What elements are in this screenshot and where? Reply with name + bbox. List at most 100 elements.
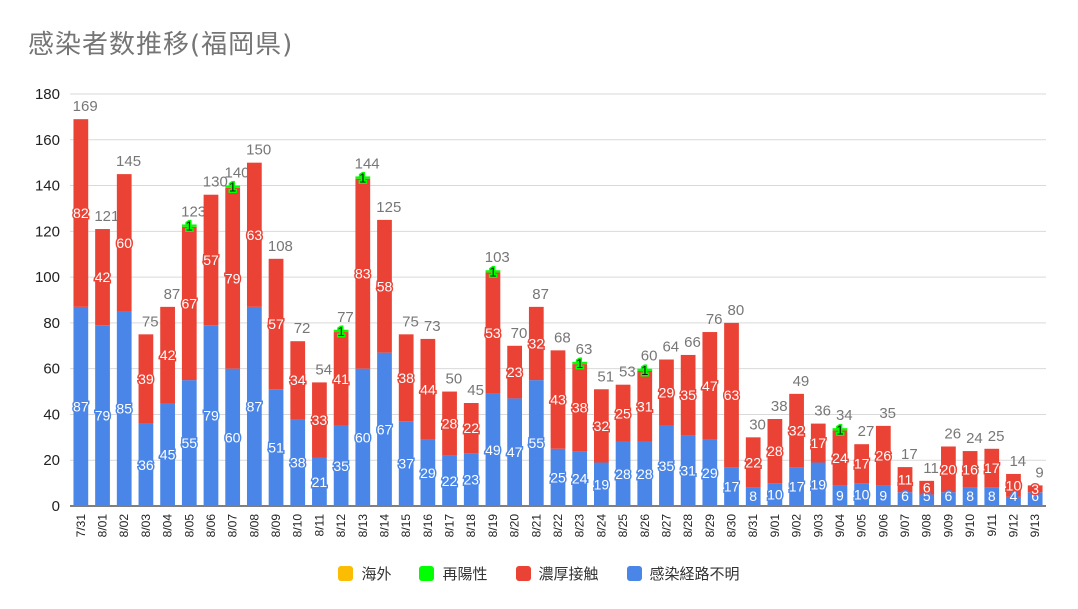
bar-unknown-route [116, 311, 132, 506]
total-label: 24 [966, 430, 983, 447]
total-label: 103 [485, 249, 510, 266]
data-label-close-contact: 39 [138, 371, 154, 387]
data-label-close-contact: 28 [767, 443, 783, 459]
data-label-close-contact: 20 [941, 461, 957, 477]
total-label: 34 [836, 407, 853, 424]
total-label: 70 [511, 325, 528, 342]
x-tick-label: 9/09 [941, 514, 955, 538]
bar-repositive [355, 176, 371, 179]
total-label: 54 [315, 361, 332, 378]
data-label-repositive: 1 [186, 219, 193, 234]
bar-close-contact [637, 370, 653, 442]
data-label-unknown-route: 31 [680, 463, 696, 479]
bar-unknown-route [680, 435, 696, 506]
x-tick-label: 8/04 [161, 514, 175, 538]
bar-close-contact [810, 423, 826, 463]
total-label: 75 [142, 313, 159, 330]
bar-close-contact [420, 338, 436, 440]
bar-unknown-route [355, 368, 371, 506]
bar-close-contact [312, 382, 327, 458]
bar-unknown-route [138, 423, 154, 506]
bar-unknown-route [594, 462, 609, 506]
bar-close-contact [95, 229, 110, 326]
data-label-unknown-route: 35 [659, 458, 675, 474]
y-tick-label: 20 [43, 452, 60, 469]
data-label-repositive: 1 [489, 264, 496, 279]
data-label-close-contact: 82 [73, 205, 89, 221]
data-label-unknown-route: 22 [442, 473, 458, 489]
data-label-close-contact: 44 [420, 381, 436, 397]
bar-unknown-route [290, 419, 306, 506]
bar-close-contact [680, 354, 696, 436]
total-label: 144 [355, 155, 380, 172]
bar-unknown-route [810, 462, 826, 506]
x-tick-label: 9/08 [920, 514, 934, 538]
bar-unknown-route [919, 494, 935, 506]
x-tick-label: 8/31 [746, 514, 760, 538]
data-label-unknown-route: 38 [290, 455, 306, 471]
bar-unknown-route [637, 441, 653, 506]
bar-close-contact [962, 451, 978, 488]
data-label-close-contact: 28 [442, 416, 458, 432]
x-tick-label: 8/11 [312, 514, 326, 537]
bar-unknown-route [442, 455, 457, 506]
x-tick-label: 8/12 [334, 514, 348, 538]
data-label-unknown-route: 5 [923, 488, 931, 504]
bar-unknown-route [377, 352, 392, 506]
data-label-unknown-route: 60 [225, 429, 241, 445]
x-tick-label: 8/17 [443, 514, 457, 538]
data-label-close-contact: 79 [225, 270, 241, 286]
data-label-unknown-route: 79 [203, 408, 219, 424]
data-label-close-contact: 26 [876, 448, 892, 464]
x-tick-label: 9/05 [855, 514, 869, 538]
data-label-close-contact: 53 [485, 325, 501, 341]
data-label-unknown-route: 6 [901, 488, 909, 504]
x-tick-label: 9/03 [811, 514, 825, 538]
bar-close-contact [290, 341, 306, 420]
total-label: 169 [73, 98, 98, 115]
chart-legend: 海外 再陽性 濃厚接触 感染経路不明 [0, 563, 1078, 584]
data-label-unknown-route: 36 [138, 457, 154, 473]
bar-close-contact [745, 437, 761, 488]
bar-unknown-route [745, 487, 761, 506]
bar-unknown-route [420, 439, 436, 506]
total-label: 63 [576, 341, 593, 358]
bar-unknown-route [225, 368, 241, 506]
data-label-unknown-route: 47 [507, 444, 523, 460]
data-label-close-contact: 17 [854, 456, 870, 472]
data-label-unknown-route: 17 [724, 479, 740, 495]
bar-unknown-route [95, 325, 110, 506]
data-label-close-contact: 25 [615, 405, 631, 421]
legend-item-overseas: 海外 [338, 563, 391, 584]
data-label-close-contact: 38 [398, 370, 414, 386]
bar-close-contact [702, 332, 718, 440]
bar-repositive [637, 368, 653, 371]
data-label-close-contact: 57 [268, 316, 284, 332]
y-tick-label: 80 [43, 315, 60, 332]
bar-close-contact [897, 467, 913, 493]
x-tick-label: 8/26 [638, 514, 652, 538]
data-label-close-contact: 22 [463, 420, 479, 436]
total-label: 64 [662, 339, 679, 356]
bar-close-contact [225, 187, 241, 369]
data-label-unknown-route: 85 [116, 401, 132, 417]
total-label: 25 [988, 428, 1005, 445]
y-tick-label: 180 [35, 86, 60, 103]
bar-repositive [485, 270, 501, 273]
bar-close-contact [73, 119, 89, 307]
data-label-close-contact: 67 [181, 295, 197, 311]
legend-swatch-overseas [338, 566, 354, 581]
bar-unknown-route [659, 425, 674, 506]
bar-unknown-route [854, 483, 870, 506]
data-label-unknown-route: 21 [312, 474, 328, 490]
data-label-unknown-route: 29 [702, 465, 718, 481]
bar-unknown-route [246, 306, 262, 506]
bar-repositive [832, 428, 848, 431]
legend-item-repositive: 再陽性 [419, 563, 488, 584]
data-label-close-contact: 16 [962, 461, 978, 477]
total-label: 50 [446, 371, 463, 388]
data-label-unknown-route: 10 [854, 487, 870, 503]
data-label-repositive: 1 [836, 422, 843, 437]
bar-close-contact [875, 425, 891, 486]
bar-unknown-route [203, 325, 219, 506]
